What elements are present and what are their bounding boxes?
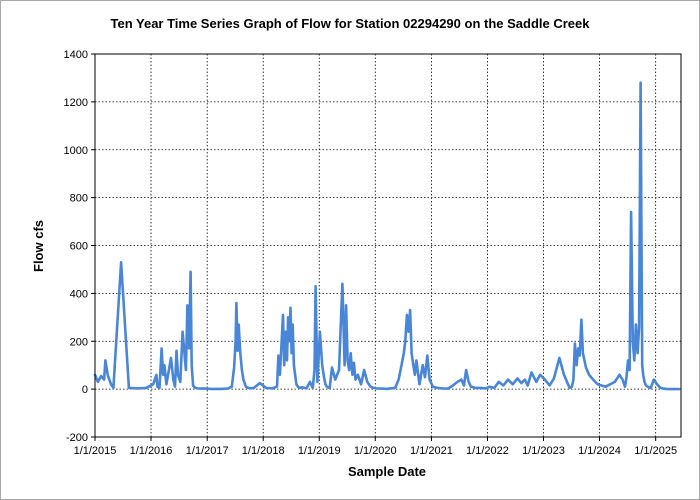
y-tick-label: 400	[70, 288, 88, 300]
y-tick-label: 1400	[64, 49, 88, 61]
axes: -200 0 200 400 600 800 1000 1200 1400 1/1/2015 1/1…	[64, 49, 682, 457]
chart-title: Ten Year Time Series Graph of Flow for S…	[110, 16, 590, 31]
y-tick-label: 200	[70, 336, 88, 348]
grid-lines	[94, 54, 681, 437]
y-tick-label: 0	[82, 384, 88, 396]
x-tick-label: 1/1/2025	[634, 445, 677, 457]
plot-area	[93, 81, 681, 391]
x-axis-title: Sample Date	[348, 464, 426, 479]
plot-border	[94, 53, 682, 438]
x-tick-label: 1/1/2015	[74, 445, 117, 457]
y-axis-title: Flow cfs	[31, 220, 46, 272]
y-tick-label: 1000	[64, 145, 88, 157]
x-tick-label: 1/1/2017	[186, 445, 229, 457]
y-tick-label: 600	[70, 241, 88, 253]
x-tick-label: 1/1/2024	[578, 445, 621, 457]
y-tick-label: 1200	[64, 97, 88, 109]
x-tick-label: 1/1/2021	[410, 445, 453, 457]
x-tick-label: 1/1/2016	[130, 445, 173, 457]
x-tick-label: 1/1/2018	[242, 445, 285, 457]
x-tick-label: 1/1/2020	[354, 445, 397, 457]
flow-series-line	[93, 81, 681, 391]
x-tick-label: 1/1/2022	[466, 445, 509, 457]
y-tick-label: -200	[66, 432, 88, 444]
y-tick-label: 800	[70, 193, 88, 205]
x-tick-label: 1/1/2023	[522, 445, 565, 457]
x-tick-label: 1/1/2019	[298, 445, 341, 457]
